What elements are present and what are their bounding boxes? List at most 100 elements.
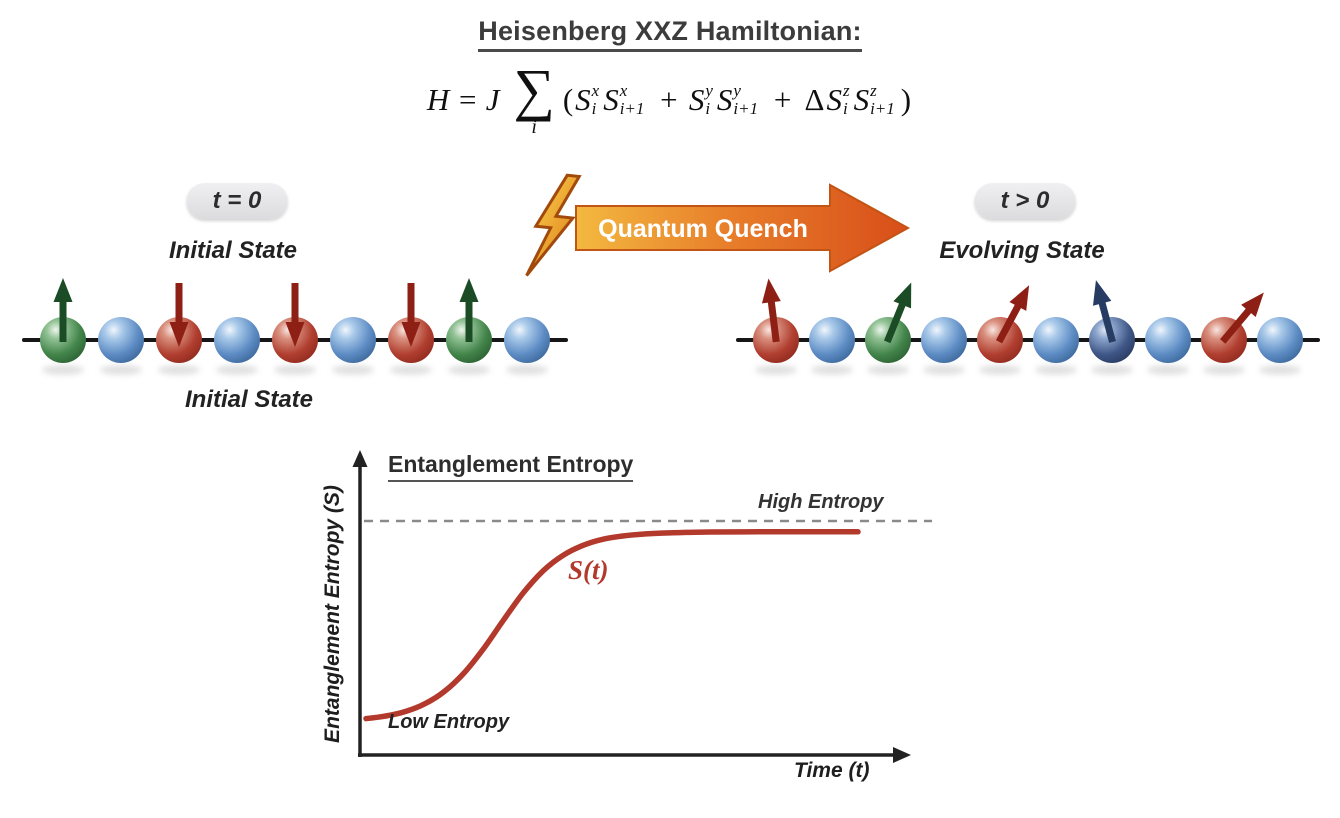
sphere-shadow bbox=[332, 365, 374, 375]
spin-site bbox=[208, 245, 266, 385]
page-title: Heisenberg XXZ Hamiltonian: bbox=[0, 16, 1340, 52]
lightning-icon bbox=[525, 173, 582, 277]
spin-sphere-green bbox=[40, 317, 86, 363]
sphere-shadow bbox=[1259, 365, 1301, 375]
spin-sphere-blue bbox=[1145, 317, 1191, 363]
equation-token: Δ bbox=[804, 81, 825, 117]
spin-arrow-icon bbox=[1092, 280, 1116, 343]
sphere-shadow bbox=[158, 365, 200, 375]
quench-arrow-shape bbox=[575, 183, 911, 273]
equation-prefix: H = J bbox=[426, 81, 500, 117]
spin-site bbox=[498, 245, 556, 385]
entropy-chart: Entanglement Entropy Entanglement Entrop… bbox=[300, 445, 960, 795]
entropy-chart-canvas bbox=[352, 450, 932, 763]
spin-site bbox=[266, 245, 324, 385]
quantum-quench-arrow: Quantum Quench bbox=[525, 173, 911, 277]
spin-site bbox=[34, 245, 92, 385]
spin-sphere-red bbox=[388, 317, 434, 363]
spin-site bbox=[916, 245, 972, 385]
equation-token: ) bbox=[900, 81, 912, 117]
low-entropy-label: Low Entropy bbox=[388, 711, 510, 733]
y-axis-arrowhead bbox=[352, 450, 368, 467]
sphere-shadow bbox=[42, 365, 84, 375]
spin-sphere-red bbox=[156, 317, 202, 363]
spin-sphere-blue bbox=[1033, 317, 1079, 363]
spin-sphere-red bbox=[1201, 317, 1247, 363]
spin-site bbox=[860, 245, 916, 385]
spin-sphere-navy bbox=[1089, 317, 1135, 363]
chain-line bbox=[736, 338, 1320, 342]
spin-sphere-green bbox=[446, 317, 492, 363]
spin-arrow-icon bbox=[401, 283, 421, 347]
spin-sphere-red bbox=[753, 317, 799, 363]
spin-site bbox=[150, 245, 208, 385]
spin-sphere-blue bbox=[1257, 317, 1303, 363]
sphere-shadow bbox=[923, 365, 965, 375]
spin-sphere-blue bbox=[921, 317, 967, 363]
spin-site bbox=[440, 245, 498, 385]
sphere-shadow bbox=[755, 365, 797, 375]
sphere-shadow bbox=[1203, 365, 1245, 375]
time-zero-badge: t = 0 bbox=[186, 183, 288, 219]
spin-arrow-icon bbox=[995, 285, 1030, 344]
sum-symbol: ∑ i bbox=[513, 57, 555, 139]
initial-spin-chain bbox=[22, 245, 568, 385]
sphere-shadow bbox=[100, 365, 142, 375]
initial-state-caption: Initial State bbox=[184, 386, 314, 413]
spin-sphere-red bbox=[977, 317, 1023, 363]
spin-site bbox=[1084, 245, 1140, 385]
sphere-shadow bbox=[390, 365, 432, 375]
time-positive-badge: t > 0 bbox=[974, 183, 1076, 219]
spin-arrow-icon bbox=[1220, 292, 1264, 344]
x-axis-arrowhead bbox=[893, 747, 911, 763]
sphere-shadow bbox=[448, 365, 490, 375]
equation-token: ( bbox=[562, 81, 574, 117]
spin-sphere-blue bbox=[98, 317, 144, 363]
spin-sphere-green bbox=[865, 317, 911, 363]
spin-sphere-blue bbox=[214, 317, 260, 363]
high-entropy-label: High Entropy bbox=[758, 491, 884, 513]
page-title-text: Heisenberg XXZ Hamiltonian: bbox=[478, 16, 862, 52]
sigma-glyph: ∑ bbox=[513, 57, 555, 122]
spin-site bbox=[382, 245, 440, 385]
spin-site bbox=[972, 245, 1030, 385]
spin-site bbox=[324, 245, 382, 385]
spin-arrow-icon bbox=[884, 282, 912, 344]
spin-sphere-blue bbox=[504, 317, 550, 363]
sum-index: i bbox=[531, 116, 537, 139]
spin-arrow-icon bbox=[169, 283, 189, 347]
sphere-shadow bbox=[216, 365, 258, 375]
sphere-shadow bbox=[506, 365, 548, 375]
quench-label: Quantum Quench bbox=[598, 215, 808, 243]
sphere-shadow bbox=[274, 365, 316, 375]
spin-sphere-red bbox=[272, 317, 318, 363]
evolving-spin-chain bbox=[736, 245, 1320, 385]
initial-state-label: Initial State bbox=[168, 237, 298, 264]
spin-arrow-icon bbox=[459, 278, 479, 342]
spin-site bbox=[748, 245, 804, 385]
spin-arrow-icon bbox=[761, 278, 781, 343]
spin-site bbox=[1140, 245, 1196, 385]
chart-title: Entanglement Entropy bbox=[388, 451, 634, 482]
evolving-state-label: Evolving State bbox=[939, 237, 1105, 264]
chart-title-text: Entanglement Entropy bbox=[388, 451, 634, 482]
sphere-shadow bbox=[979, 365, 1021, 375]
spin-sphere-blue bbox=[809, 317, 855, 363]
spin-site bbox=[92, 245, 150, 385]
sphere-shadow bbox=[1035, 365, 1077, 375]
equation-token: + bbox=[764, 81, 801, 117]
y-axis-label: Entanglement Entropy (S) bbox=[321, 485, 344, 743]
spin-site bbox=[1196, 245, 1264, 385]
spin-arrow-icon bbox=[53, 278, 73, 342]
sphere-shadow bbox=[867, 365, 909, 375]
equation-token: + bbox=[650, 81, 687, 117]
sphere-shadow bbox=[811, 365, 853, 375]
spin-site bbox=[1028, 245, 1084, 385]
sphere-shadow bbox=[1147, 365, 1189, 375]
